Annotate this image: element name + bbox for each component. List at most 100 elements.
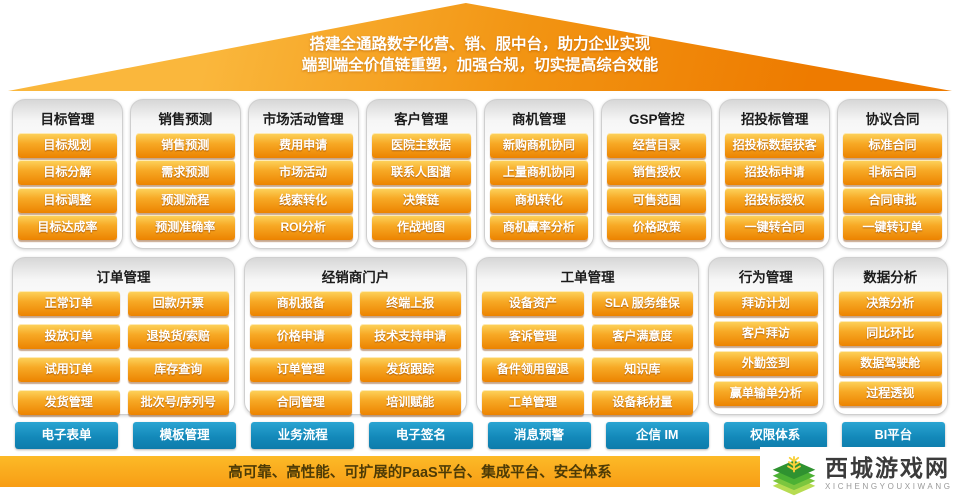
module-item-button[interactable]: 招投标授权 bbox=[725, 187, 825, 213]
platform-button[interactable]: 权限体系 bbox=[723, 422, 827, 449]
module-item-button[interactable]: 招投标申请 bbox=[725, 160, 825, 186]
module-item-button[interactable]: 需求预测 bbox=[135, 160, 235, 186]
module-item-button[interactable]: 外勤签到 bbox=[714, 351, 818, 376]
module-item-button[interactable]: 客诉管理 bbox=[482, 324, 584, 349]
module-item-button[interactable]: 目标达成率 bbox=[18, 214, 117, 240]
module-item-button[interactable]: 目标分解 bbox=[18, 160, 117, 186]
platform-button[interactable]: 消息预警 bbox=[487, 422, 591, 449]
module-item-button[interactable]: 新购商机协同 bbox=[489, 133, 589, 158]
module-item-button[interactable]: 决策链 bbox=[371, 187, 471, 213]
module-item-button[interactable]: 预测流程 bbox=[135, 187, 235, 213]
module-item-button[interactable]: 试用订单 bbox=[18, 357, 120, 382]
module-item-button[interactable]: 市场活动 bbox=[253, 160, 353, 186]
module-item-button[interactable]: 可售范围 bbox=[607, 187, 707, 213]
module-item-button[interactable]: SLA 服务维保 bbox=[591, 291, 694, 316]
module-item-button[interactable]: 备件领用留退 bbox=[482, 357, 584, 382]
module-item-button[interactable]: 客户拜访 bbox=[714, 321, 818, 346]
module-item-button[interactable]: 发货跟踪 bbox=[359, 357, 462, 382]
module-item-button[interactable]: 设备耗材量 bbox=[591, 390, 694, 415]
module-item-button[interactable]: 过程透视 bbox=[838, 381, 942, 406]
logo-title: 西城游戏网 bbox=[825, 454, 950, 481]
module-item-button[interactable]: 培训赋能 bbox=[359, 390, 462, 415]
module-item-button[interactable]: 客户满意度 bbox=[591, 324, 694, 349]
module-title: 数据分析 bbox=[863, 270, 918, 285]
module-title: 协议合同 bbox=[865, 112, 920, 127]
modules-row-top: 目标管理 目标规划 目标分解 目标调整 目标达成率 销售预测 销售预测 需求预测 预测流程 预测准… bbox=[12, 99, 948, 249]
module-card: 商机管理新购商机协同 上量商机协同 商机转化 商机赢率分析 bbox=[483, 99, 595, 249]
module-button-list: 医院主数据 联系人图谱 决策链 作战地图 bbox=[371, 133, 471, 240]
module-title: 目标管理 bbox=[40, 112, 95, 127]
module-item-button[interactable]: 拜访计划 bbox=[714, 291, 818, 316]
module-item-button[interactable]: 合同管理 bbox=[250, 390, 352, 415]
module-card: 招投标管理 招投标数据获客 招投标申请 招投标授权 一键转合同 bbox=[719, 99, 831, 249]
module-item-button[interactable]: 销售预测 bbox=[135, 133, 235, 158]
platform-button[interactable]: 企信 IM bbox=[605, 422, 709, 449]
module-title: 销售预测 bbox=[158, 112, 213, 127]
module-item-button[interactable]: 合同审批 bbox=[843, 187, 942, 213]
module-item-button[interactable]: 设备资产 bbox=[482, 291, 584, 316]
module-item-button[interactable]: 费用申请 bbox=[253, 133, 353, 158]
module-item-button[interactable]: 商机报备 bbox=[250, 291, 352, 316]
module-item-button[interactable]: 一键转订单 bbox=[843, 214, 942, 240]
module-button-grid: 正常订单 回款/开票 投放订单 退换货/索赔 试用订单 库存查询 发货管理 批次号/序列号 bbox=[18, 291, 230, 415]
module-item-button[interactable]: 终端上报 bbox=[359, 291, 462, 316]
module-item-button[interactable]: 库存查询 bbox=[127, 357, 230, 382]
module-item-button[interactable]: 正常订单 bbox=[18, 291, 120, 316]
module-item-button[interactable]: 作战地图 bbox=[371, 214, 471, 240]
module-item-button[interactable]: 一键转合同 bbox=[725, 214, 825, 240]
module-item-button[interactable]: 目标规划 bbox=[18, 133, 117, 158]
module-item-button[interactable]: 订单管理 bbox=[250, 357, 352, 382]
platform-button[interactable]: 业务流程 bbox=[251, 422, 355, 449]
module-button-list: 决策分析同比环比数据驾驶舱过程透视 bbox=[838, 291, 942, 406]
module-item-button[interactable]: 预测准确率 bbox=[135, 214, 235, 240]
module-title: 经销商门户 bbox=[321, 270, 390, 285]
module-item-button[interactable]: 线索转化 bbox=[253, 187, 353, 213]
module-item-button[interactable]: 标准合同 bbox=[843, 133, 942, 158]
platform-button[interactable]: 模板管理 bbox=[133, 422, 237, 449]
module-title: 商机管理 bbox=[511, 112, 566, 127]
module-item-button[interactable]: 医院主数据 bbox=[371, 133, 471, 158]
logo-text-block: 西城游戏网 XICHENGYOUXIWANG bbox=[825, 454, 953, 491]
module-item-button[interactable]: 回款/开票 bbox=[127, 291, 230, 316]
module-item-button[interactable]: 价格申请 bbox=[250, 324, 352, 349]
module-item-button[interactable]: 工单管理 bbox=[482, 390, 584, 415]
roof-slogan-line1: 搭建全通路数字化营、销、服中台，助力企业实现 bbox=[309, 36, 651, 53]
module-title: 行为管理 bbox=[738, 270, 793, 285]
module-item-button[interactable]: 知识库 bbox=[591, 357, 694, 382]
module-title: 客户管理 bbox=[394, 112, 449, 127]
module-item-button[interactable]: 非标合同 bbox=[843, 160, 942, 186]
module-item-button[interactable]: 招投标数据获客 bbox=[725, 133, 825, 158]
module-card: 数据分析决策分析同比环比数据驾驶舱过程透视 bbox=[832, 257, 948, 415]
module-button-list: 费用申请 市场活动 线索转化 ROI分析 bbox=[253, 133, 353, 240]
logo-subtitle: XICHENGYOUXIWANG bbox=[825, 481, 953, 491]
module-item-button[interactable]: 数据驾驶舱 bbox=[838, 351, 942, 376]
module-item-button[interactable]: ROI分析 bbox=[253, 214, 353, 240]
module-item-button[interactable]: 经营目录 bbox=[607, 133, 707, 158]
module-item-button[interactable]: 技术支持申请 bbox=[359, 324, 462, 349]
module-item-button[interactable]: 商机转化 bbox=[489, 187, 589, 213]
module-card: 客户管理医院主数据 联系人图谱 决策链 作战地图 bbox=[365, 99, 477, 249]
module-card: 经销商门户商机报备 终端上报 价格申请 技术支持申请 订单管理 发货跟踪 合同管理 培训赋能 bbox=[244, 257, 468, 415]
module-item-button[interactable]: 商机赢率分析 bbox=[489, 214, 589, 240]
module-item-button[interactable]: 同比环比 bbox=[838, 321, 942, 346]
module-item-button[interactable]: 退换货/索赔 bbox=[127, 324, 230, 349]
module-item-button[interactable]: 决策分析 bbox=[838, 291, 942, 316]
module-title: 市场活动管理 bbox=[262, 112, 344, 127]
module-button-list: 销售预测 需求预测 预测流程 预测准确率 bbox=[135, 133, 235, 240]
module-item-button[interactable]: 赢单输单分析 bbox=[714, 381, 818, 406]
module-item-button[interactable]: 目标调整 bbox=[18, 187, 117, 213]
platform-button[interactable]: BI平台 bbox=[841, 422, 945, 449]
module-button-list: 经营目录 销售授权 可售范围 价格政策 bbox=[607, 133, 707, 240]
platform-button[interactable]: 电子签名 bbox=[369, 422, 473, 449]
module-item-button[interactable]: 上量商机协同 bbox=[489, 160, 589, 186]
module-item-button[interactable]: 销售授权 bbox=[607, 160, 707, 186]
roof-slogan: 搭建全通路数字化营、销、服中台，助力企业实现 端到端全价值链重塑，加强合规，切实… bbox=[0, 34, 960, 76]
module-item-button[interactable]: 发货管理 bbox=[18, 390, 120, 415]
module-item-button[interactable]: 价格政策 bbox=[607, 214, 707, 240]
module-card: 工单管理 设备资产 SLA 服务维保 客诉管理 客户满意度 备件领用留退 知识库 工单管理 设备… bbox=[476, 257, 700, 415]
module-item-button[interactable]: 联系人图谱 bbox=[371, 160, 471, 186]
module-button-grid: 商机报备 终端上报 价格申请 技术支持申请 订单管理 发货跟踪 合同管理 培训赋能 bbox=[250, 291, 462, 415]
module-item-button[interactable]: 投放订单 bbox=[18, 324, 120, 349]
platform-button[interactable]: 电子表单 bbox=[15, 422, 119, 449]
module-item-button[interactable]: 批次号/序列号 bbox=[127, 390, 230, 415]
